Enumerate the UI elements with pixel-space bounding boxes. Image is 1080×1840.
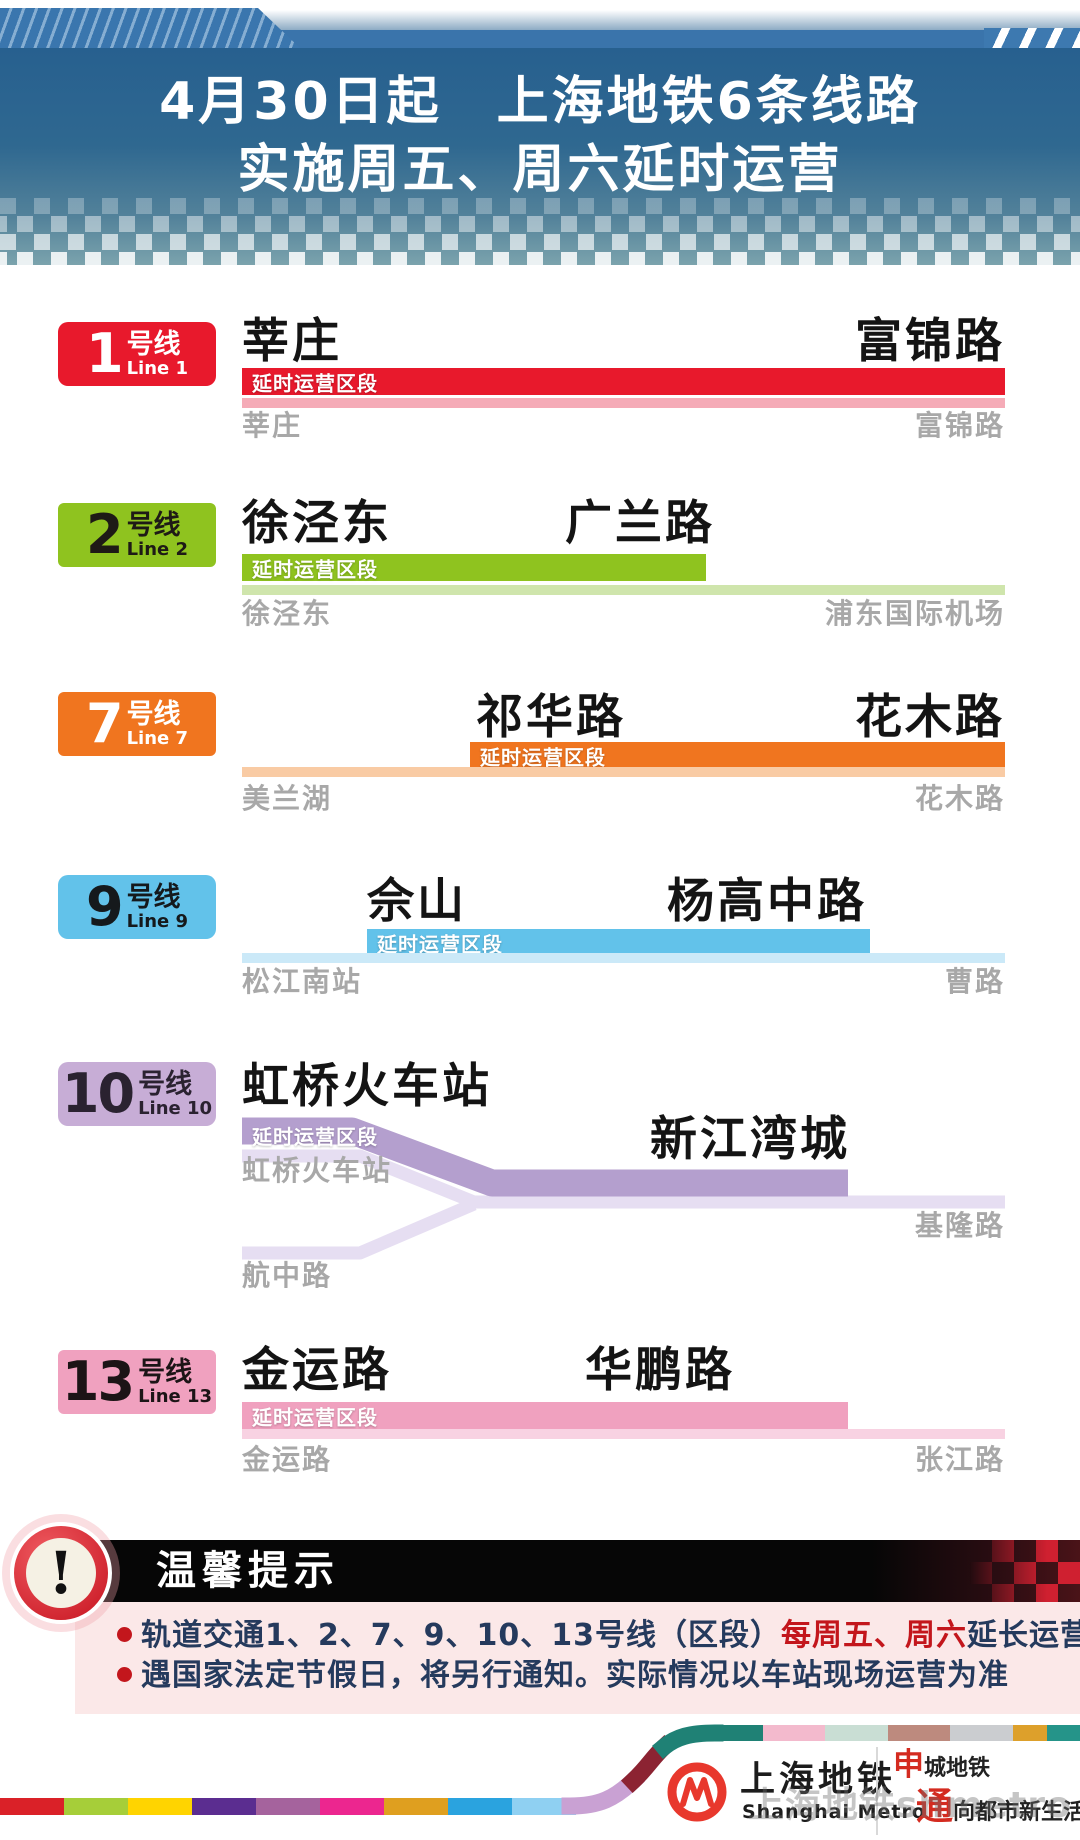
line-name-en: Line 1 (126, 357, 189, 379)
branch-terminus-station: 航中路 (242, 1259, 333, 1292)
line-10-branch-diagram (242, 1117, 1005, 1260)
line-suffix: 号线 (138, 1068, 193, 1100)
header-slash-decoration (984, 28, 1080, 48)
line-suffix: 号线 (126, 698, 181, 730)
line-name-en: Line 9 (126, 910, 189, 932)
terminus-station: 花木路 (914, 782, 1005, 815)
header-stripes-decoration (0, 8, 300, 48)
terminus-station: 虹桥火车站 (242, 1154, 393, 1187)
line-suffix: 号线 (126, 328, 181, 360)
footer-divider (876, 1747, 878, 1835)
terminus-station: 松江南站 (242, 965, 363, 998)
footer-slogan-line2: 通向都市新生活 (916, 1785, 1080, 1828)
line-number: 13 (61, 1350, 135, 1413)
extended-segment-end-station: 杨高中路 (667, 874, 867, 929)
logo-english-name: Shanghai Metro (742, 1801, 926, 1823)
footer-ribbon-bottom (0, 1798, 576, 1815)
terminus-station: 美兰湖 (242, 782, 333, 815)
line-name-en: Line 2 (126, 538, 189, 560)
footer-slogan-line1: 申城地铁 (893, 1747, 991, 1783)
header: 4月30日起 上海地铁6条线路 实施周五、周六延时运营 (0, 0, 1080, 265)
notice-bullet-2: 遇国家法定节假日，将另行通知。实际情况以车站现场运营为准 (117, 1658, 1009, 1694)
segment-label: 延时运营区段 (252, 371, 378, 395)
extended-segment-start-station: 祁华路 (476, 690, 626, 745)
bullet-dot (117, 1627, 132, 1642)
extended-segment-bar: 延时运营区段 (470, 742, 1005, 769)
logo-chinese-name: 上海地铁 (740, 1760, 897, 1800)
line-suffix: 号线 (126, 509, 181, 541)
terminus-station: 金运路 (242, 1443, 333, 1476)
extended-segment-end-station: 华鹏路 (585, 1343, 735, 1398)
terminus-station: 张江路 (914, 1443, 1005, 1476)
highlighted-days: 每周五、周六 (781, 1618, 967, 1653)
extended-segment-start-station: 虹桥火车站 (242, 1059, 492, 1114)
segment-label: 延时运营区段 (377, 932, 503, 956)
notice-header-bar: 温馨提示 (38, 1540, 1080, 1602)
full-line-bar (242, 398, 1005, 408)
extended-segment-bar: 延时运营区段 (367, 929, 870, 956)
line-2-badge: 2 号线 Line 2 (58, 503, 216, 567)
notice-panel: 轨道交通1、2、7、9、10、13号线（区段）每周五、周六延长运营时间。 遇国家… (75, 1602, 1080, 1714)
header-checker-row (0, 234, 1080, 250)
segment-label: 延时运营区段 (252, 1405, 378, 1429)
terminus-station: 徐泾东 (242, 597, 333, 630)
full-line-bar (242, 1429, 1005, 1439)
line-1-badge: 1 号线 Line 1 (58, 322, 216, 386)
line-13-badge: 13 号线 Line 13 (58, 1350, 216, 1414)
header-checker-row (0, 198, 1080, 214)
poster-title-line2: 实施周五、周六延时运营 (237, 140, 843, 200)
full-line-bar (242, 953, 1005, 963)
terminus-station: 基隆路 (914, 1209, 1005, 1242)
extended-segment-end-station: 富锦路 (855, 314, 1005, 369)
line-number: 7 (85, 692, 124, 755)
extended-segment-end-station: 花木路 (855, 690, 1005, 745)
terminus-station: 浦东国际机场 (824, 597, 1005, 630)
extended-segment-bar: 延时运营区段 (242, 368, 1005, 395)
line-number: 2 (85, 503, 124, 566)
terminus-station: 莘庄 (242, 409, 303, 442)
segment-label: 延时运营区段 (252, 1125, 378, 1149)
line-number: 1 (85, 322, 124, 385)
line-10-badge: 10 号线 Line 10 (58, 1062, 216, 1126)
red-checker-decoration (970, 1540, 1080, 1602)
line-number: 9 (85, 875, 124, 938)
extended-segment-start-station: 金运路 (242, 1343, 392, 1398)
extended-segment-start-station: 莘庄 (242, 314, 342, 369)
bullet-dot (117, 1667, 132, 1682)
line-suffix: 号线 (126, 881, 181, 913)
line-number: 10 (61, 1062, 135, 1125)
segment-label: 延时运营区段 (252, 557, 378, 581)
line-name-en: Line 7 (126, 727, 189, 749)
extended-segment-end-station: 新江湾城 (650, 1112, 850, 1167)
full-line-bar (242, 767, 1005, 777)
shanghai-metro-logo-icon (667, 1762, 727, 1822)
notice-bullet-1: 轨道交通1、2、7、9、10、13号线（区段）每周五、周六延长运营时间。 (117, 1618, 1080, 1654)
header-checker-row (0, 216, 1080, 232)
terminus-station: 富锦路 (914, 409, 1005, 442)
header-checker-row (0, 252, 1080, 265)
exclamation-icon: ! (10, 1522, 112, 1624)
extended-segment-start-station: 佘山 (367, 874, 467, 929)
segment-label: 延时运营区段 (480, 745, 606, 769)
line-name-en: Line 13 (138, 1385, 213, 1407)
full-line-bar (242, 585, 1005, 595)
footer-ribbon-top (705, 1725, 1080, 1741)
notice-title: 温馨提示 (156, 1548, 340, 1594)
line-9-badge: 9 号线 Line 9 (58, 875, 216, 939)
extended-segment-start-station: 徐泾东 (242, 496, 392, 551)
terminus-station: 曹路 (944, 965, 1005, 998)
line-suffix: 号线 (138, 1356, 193, 1388)
extended-segment-end-station: 广兰路 (565, 496, 715, 551)
extended-segment-bar: 延时运营区段 (242, 1402, 848, 1429)
extended-segment-bar: 延时运营区段 (242, 554, 706, 581)
line-7-badge: 7 号线 Line 7 (58, 692, 216, 756)
poster-title-line1: 4月30日起 上海地铁6条线路 (159, 72, 921, 132)
line-name-en: Line 10 (138, 1097, 213, 1119)
